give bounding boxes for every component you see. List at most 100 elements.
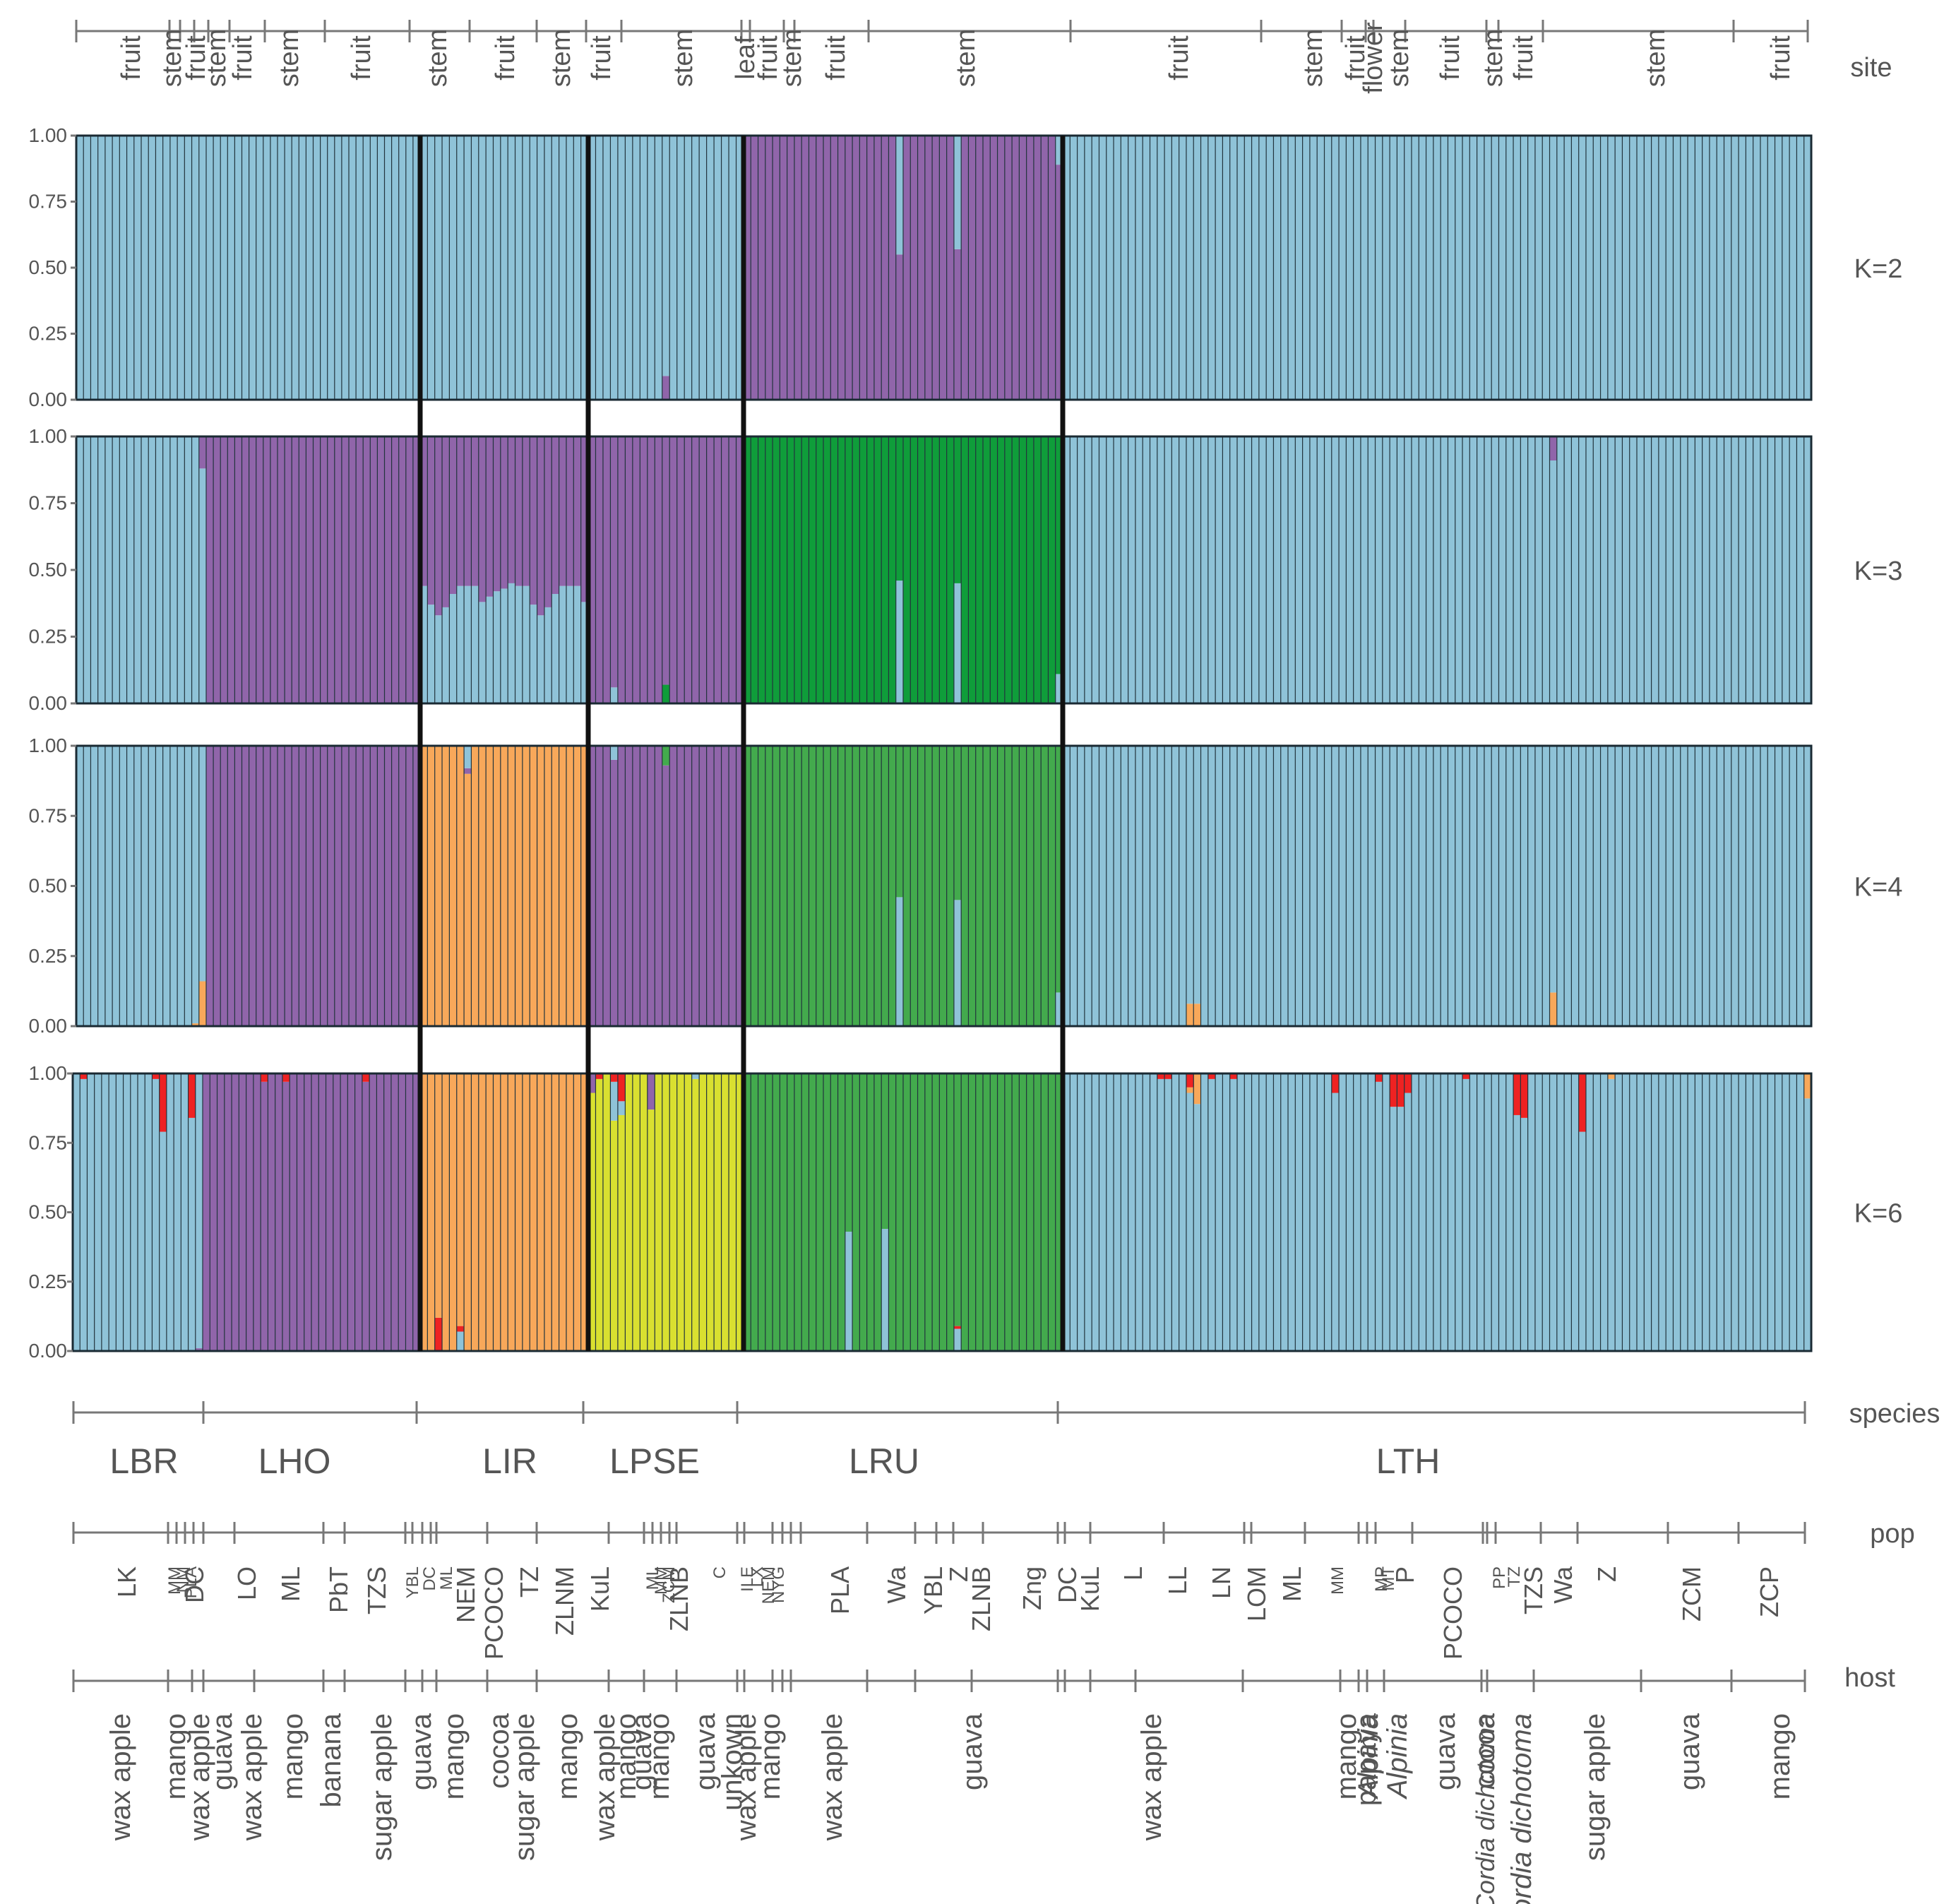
y-tick-label: 0.00: [29, 388, 68, 410]
bar-segment: [1019, 746, 1027, 1026]
bar-segment: [313, 136, 321, 400]
pop-label: PCOCO: [1438, 1566, 1467, 1660]
pop-label: MP: [1372, 1566, 1391, 1592]
pop-label: ML: [437, 1566, 456, 1590]
y-tick-label: 0.75: [29, 191, 68, 213]
pop-label: NM: [174, 1566, 193, 1593]
bar-segment: [1324, 136, 1332, 400]
bar-segment: [1135, 136, 1143, 400]
bar-segment: [953, 249, 962, 400]
bar-segment: [588, 1073, 597, 1093]
bar-segment: [493, 591, 501, 703]
bar-segment: [551, 746, 560, 1026]
bar-segment: [1193, 1104, 1202, 1351]
bar-segment: [939, 1073, 948, 1351]
bar-segment: [823, 436, 831, 703]
bar-segment: [1288, 136, 1296, 400]
bar-segment: [1266, 1073, 1275, 1351]
bar-segment: [1179, 746, 1187, 1026]
bar-segment: [76, 746, 84, 1026]
bar-segment: [1295, 136, 1304, 400]
bar-segment: [500, 136, 508, 400]
bar-segment: [566, 585, 574, 703]
bar-segment: [449, 1073, 458, 1351]
bar-segment: [1215, 436, 1224, 703]
bar-segment: [932, 746, 940, 1026]
bar-segment: [486, 136, 494, 400]
bar-segment: [412, 436, 421, 703]
bar-segment: [736, 1073, 744, 1351]
bar-segment: [1229, 136, 1238, 400]
bar-segment: [1505, 1073, 1514, 1351]
y-tick-label: 1.00: [29, 124, 68, 146]
bar-segment: [691, 436, 700, 703]
bar-segment: [1739, 1073, 1746, 1351]
y-tick-label: 1.00: [29, 425, 68, 447]
bar-segment: [1339, 746, 1347, 1026]
bar-segment: [1150, 1073, 1158, 1351]
bar-segment: [1280, 436, 1289, 703]
bar-segment: [1077, 436, 1085, 703]
bar-segment: [405, 746, 414, 1026]
bar-segment: [983, 436, 991, 703]
species-label: LBR: [109, 1441, 178, 1481]
bar-segment: [588, 1093, 597, 1351]
bar-segment: [198, 746, 207, 982]
bar-segment: [1542, 436, 1551, 703]
bar-segment: [1229, 436, 1238, 703]
group-LPSE-K3: [588, 436, 744, 703]
bar-segment: [486, 436, 494, 597]
bar-segment: [917, 1073, 926, 1351]
bar-segment: [1600, 1073, 1609, 1351]
bar-segment: [953, 1326, 962, 1329]
pop-label: TZS: [1519, 1566, 1548, 1614]
bar-segment: [837, 746, 846, 1026]
bar-segment: [83, 136, 92, 400]
bar-segment: [1593, 436, 1602, 703]
bar-segment: [866, 436, 875, 703]
bar-segment: [1382, 746, 1390, 1026]
bar-segment: [1150, 746, 1158, 1026]
pop-label: DC: [180, 1566, 209, 1603]
group-LBR-K3: [76, 436, 207, 703]
bar-segment: [1760, 1073, 1768, 1351]
bar-segment: [744, 1073, 751, 1351]
bar-segment: [1236, 746, 1245, 1026]
bar-segment: [888, 1073, 897, 1351]
group-LIR-K3: [419, 436, 589, 703]
bar-segment: [1207, 136, 1216, 400]
site-label: fruit: [753, 35, 783, 81]
bar-segment: [362, 1081, 370, 1351]
bar-segment: [356, 746, 364, 1026]
bar-segment: [640, 746, 648, 1026]
bar-segment: [625, 436, 633, 703]
bar-segment: [169, 136, 178, 400]
bar-segment: [522, 436, 530, 586]
bar-segment: [595, 436, 604, 703]
bar-segment: [1288, 436, 1296, 703]
bar-segment: [873, 746, 882, 1026]
bar-segment: [1033, 136, 1042, 400]
bar-segment: [1709, 436, 1717, 703]
bar-segment: [744, 436, 751, 703]
bar-segment: [1549, 436, 1558, 461]
bar-segment: [206, 746, 214, 1026]
bar-segment: [76, 436, 84, 703]
bar-segment: [530, 746, 538, 1026]
bar-segment: [508, 1073, 516, 1351]
bar-segment: [1411, 436, 1419, 703]
bar-segment: [1055, 746, 1063, 993]
bar-segment: [1666, 436, 1674, 703]
bar-segment: [1746, 746, 1754, 1026]
group-LTH-K2: [1062, 136, 1812, 400]
pop-label: ZCM: [1677, 1566, 1706, 1622]
bar-segment: [1717, 136, 1725, 400]
bar-segment: [169, 436, 178, 703]
bar-segment: [1070, 136, 1078, 400]
bar-segment: [1193, 436, 1202, 703]
bar-segment: [119, 436, 128, 703]
bar-segment: [1157, 1073, 1165, 1079]
bar-segment: [1534, 1073, 1543, 1351]
bar-segment: [662, 765, 670, 1026]
